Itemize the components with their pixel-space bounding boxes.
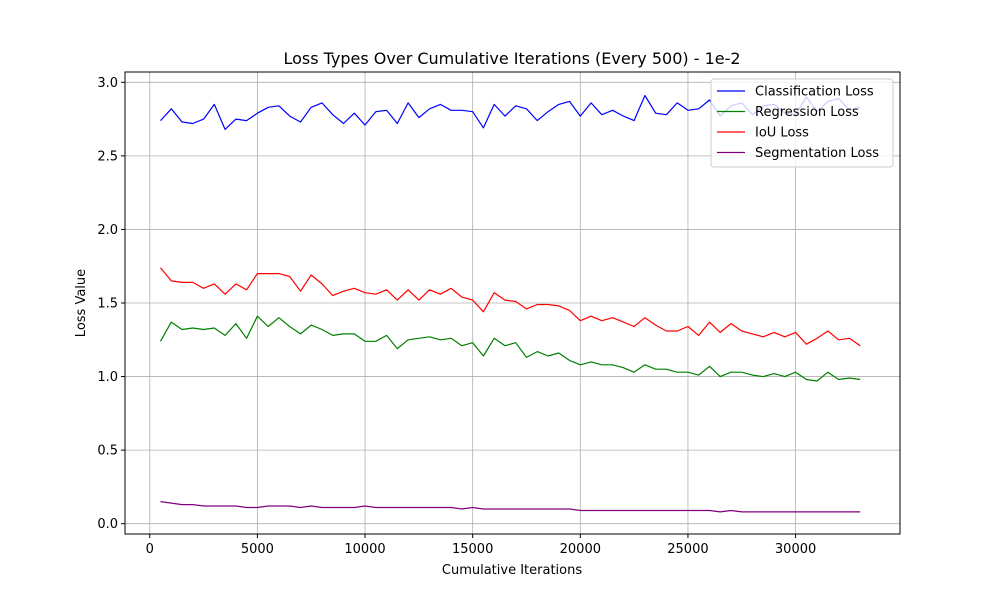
series-line-segmentation-loss [160, 501, 861, 513]
legend: Classification Loss Regression Loss IoU Lo… [710, 78, 894, 168]
x-tick-label: 15000 [452, 542, 493, 557]
series-line-regression-loss [159, 315, 861, 382]
legend-label: Segmentation Loss [755, 146, 879, 161]
y-tick-label: 1.0 [97, 370, 118, 385]
x-tick-label: 5000 [241, 542, 274, 557]
y-tick-label: 1.5 [97, 297, 118, 312]
y-tick-label: 0.0 [97, 517, 118, 532]
legend-label: IoU Loss [755, 126, 809, 141]
y-axis-label: Loss Value [74, 269, 89, 337]
x-axis-label: Cumulative Iterations [442, 563, 582, 578]
ticks: 0 5000 10000 15000 20000 25000 30000 0.0 0.5 1.0 1… [97, 76, 816, 557]
y-tick-label: 2.5 [97, 149, 118, 164]
y-tick-label: 3.0 [97, 76, 118, 91]
y-tick-label: 0.5 [97, 444, 118, 459]
legend-label: Regression Loss [755, 105, 859, 120]
x-tick-label: 10000 [344, 542, 385, 557]
series-line-iou-loss [160, 267, 861, 347]
x-tick-label: 25000 [667, 542, 708, 557]
legend-label: Classification Loss [755, 85, 874, 100]
y-tick-label: 2.0 [97, 223, 118, 238]
x-tick-label: 0 [146, 542, 154, 557]
x-tick-label: 20000 [560, 542, 601, 557]
x-tick-label: 30000 [775, 542, 816, 557]
chart-title: Loss Types Over Cumulative Iterations (E… [283, 49, 740, 68]
legend-box [710, 78, 894, 168]
grid [125, 72, 900, 534]
